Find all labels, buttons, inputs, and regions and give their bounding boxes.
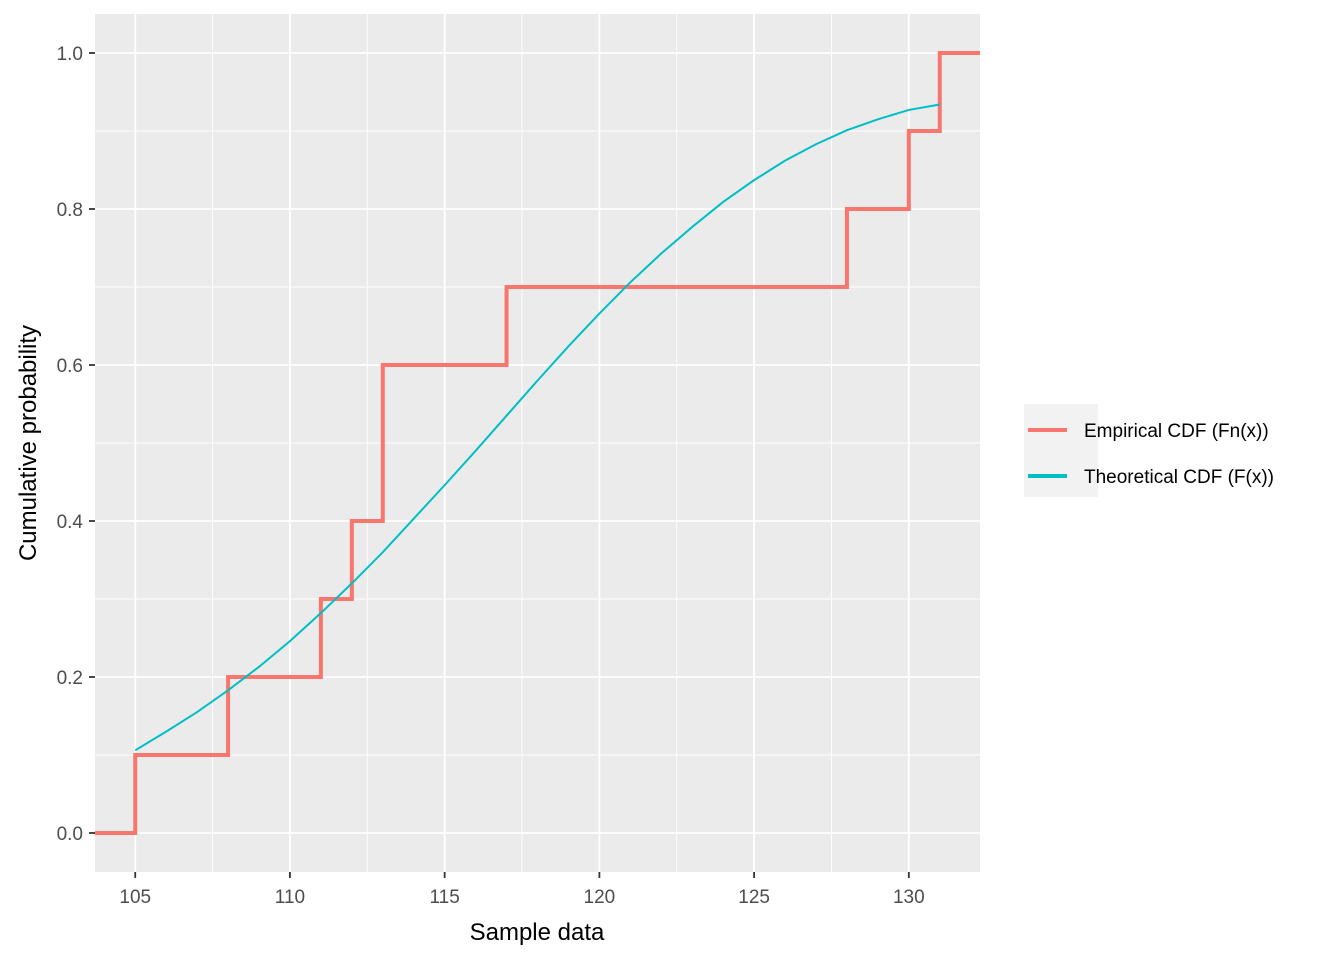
y-axis-title: Cumulative probability — [15, 325, 42, 561]
empirical-cdf-line — [95, 51, 980, 835]
legend: Empirical CDF (Fn(x)) Theoretical CDF (F… — [1024, 404, 1274, 497]
x-tick-label: 120 — [584, 887, 616, 908]
x-tick-label: 130 — [893, 887, 925, 908]
legend-label-theoretical: Theoretical CDF (F(x)) — [1084, 467, 1274, 488]
grid-minor — [95, 14, 980, 872]
y-tick-label: 0.4 — [57, 512, 84, 533]
y-tick-label: 0.6 — [57, 356, 83, 377]
legend-key-background — [1024, 404, 1098, 497]
x-tick-label: 105 — [119, 887, 151, 908]
x-tick-label: 115 — [430, 887, 460, 908]
x-tick-label: 110 — [275, 887, 305, 908]
x-axis: 105 110 115 120 125 130 — [119, 872, 925, 908]
series-layer — [95, 51, 980, 835]
x-axis-title: Sample data — [470, 919, 605, 946]
legend-label-empirical: Empirical CDF (Fn(x)) — [1084, 421, 1269, 442]
theoretical-cdf-line — [134, 103, 940, 752]
y-tick-label: 0.8 — [57, 200, 83, 221]
y-axis: 0.0 0.2 0.4 0.6 0.8 1.0 — [57, 44, 95, 845]
y-tick-label: 0.0 — [57, 824, 83, 845]
y-tick-label: 0.2 — [57, 668, 83, 689]
x-tick-label: 125 — [738, 887, 770, 908]
y-tick-label: 1.0 — [57, 44, 83, 65]
